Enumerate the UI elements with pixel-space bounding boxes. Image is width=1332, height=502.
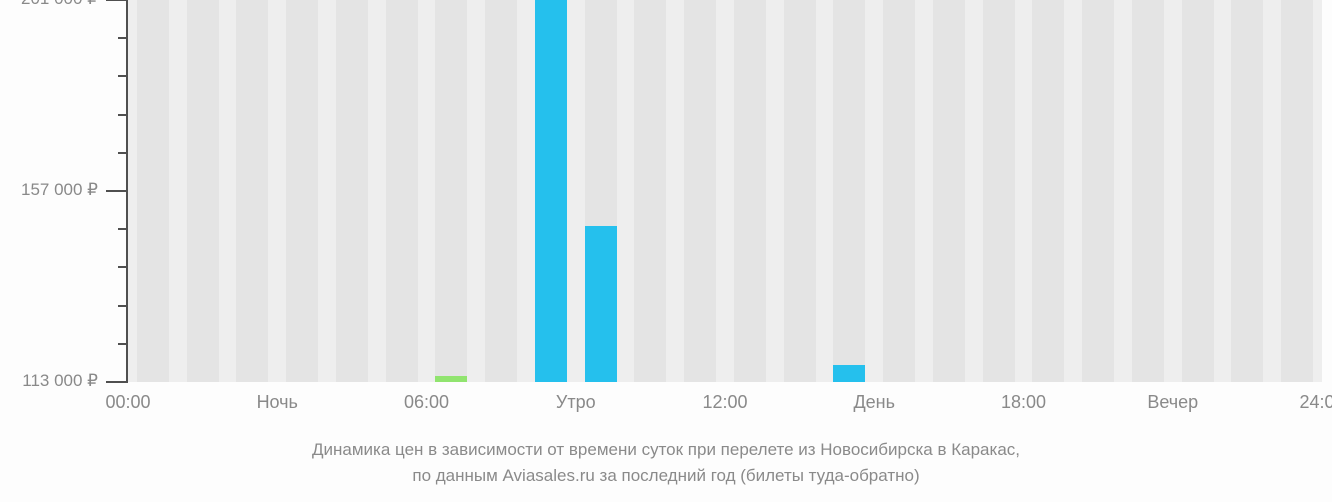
y-tick-minor	[118, 266, 128, 268]
bg-bar	[485, 0, 517, 382]
bg-bar	[734, 0, 766, 382]
bg-bar	[784, 0, 816, 382]
price-by-hour-chart: Динамика цен в зависимости от времени су…	[0, 0, 1332, 502]
bg-bar	[883, 0, 915, 382]
x-axis-label: Вечер	[1113, 392, 1233, 413]
data-bar[interactable]	[535, 0, 567, 382]
x-axis-label: 12:00	[665, 392, 785, 413]
bg-bar	[286, 0, 318, 382]
x-axis-label: 24:00	[1262, 392, 1332, 413]
y-tick-minor	[118, 114, 128, 116]
bg-bar	[1281, 0, 1313, 382]
data-bar[interactable]	[585, 226, 617, 382]
x-axis-label: Утро	[516, 392, 636, 413]
y-tick-minor	[118, 75, 128, 77]
x-axis-label: День	[814, 392, 934, 413]
y-tick-minor	[118, 152, 128, 154]
chart-caption-line-1: Динамика цен в зависимости от времени су…	[0, 440, 1332, 460]
x-axis-label: 18:00	[964, 392, 1084, 413]
y-tick-minor	[118, 37, 128, 39]
data-bar[interactable]	[833, 365, 865, 382]
bg-bar	[187, 0, 219, 382]
bg-bar	[634, 0, 666, 382]
bg-bar	[1082, 0, 1114, 382]
bg-bar	[933, 0, 965, 382]
bg-bar	[684, 0, 716, 382]
bg-bar	[236, 0, 268, 382]
y-tick-major	[106, 0, 128, 1]
bg-bar	[1132, 0, 1164, 382]
x-axis-label: 00:00	[68, 392, 188, 413]
bg-bar	[1032, 0, 1064, 382]
y-tick-minor	[118, 343, 128, 345]
bg-bar	[983, 0, 1015, 382]
y-axis-label: 113 000 ₽	[22, 371, 98, 391]
y-tick-minor	[118, 228, 128, 230]
y-tick-minor	[118, 305, 128, 307]
bg-bar	[1231, 0, 1263, 382]
bg-bar	[386, 0, 418, 382]
data-bar[interactable]	[435, 376, 467, 383]
x-axis-label: 06:00	[367, 392, 487, 413]
bg-bar	[435, 0, 467, 382]
bg-bar	[336, 0, 368, 382]
bg-bar	[137, 0, 169, 382]
y-tick-major	[106, 381, 128, 383]
bg-bar	[1182, 0, 1214, 382]
chart-caption-line-2: по данным Aviasales.ru за последний год …	[0, 466, 1332, 486]
x-axis-label: Ночь	[217, 392, 337, 413]
y-axis-label: 201 000 ₽	[21, 0, 98, 9]
bg-bar	[833, 0, 865, 382]
y-tick-major	[106, 190, 128, 192]
y-axis-label: 157 000 ₽	[21, 180, 98, 200]
plot-area	[128, 0, 1322, 382]
